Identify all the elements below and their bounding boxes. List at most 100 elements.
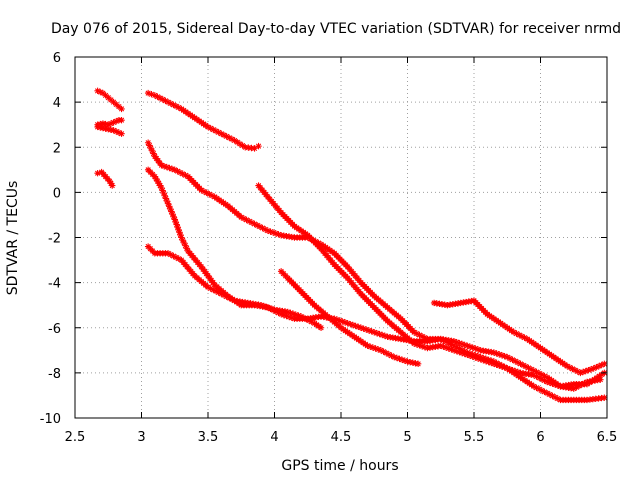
- data-point: [215, 289, 222, 296]
- data-point: [514, 359, 522, 366]
- data-point: [284, 308, 291, 316]
- data-point: [317, 324, 325, 331]
- data-point: [159, 96, 166, 103]
- data-point: [595, 362, 603, 370]
- data-point: [94, 123, 101, 131]
- x-tick-label: 4: [270, 430, 278, 445]
- data-point: [525, 364, 532, 372]
- data-point: [200, 188, 208, 195]
- data-point: [154, 177, 161, 185]
- data-point: [182, 172, 189, 179]
- data-point: [255, 142, 262, 150]
- data-point: [364, 342, 371, 349]
- data-point: [169, 210, 176, 218]
- data-point: [416, 331, 423, 339]
- data-point: [566, 364, 573, 371]
- data-point: [501, 352, 508, 360]
- data-point: [490, 349, 498, 356]
- data-point: [450, 347, 458, 354]
- data-point: [115, 103, 123, 110]
- data-point: [509, 366, 516, 374]
- data-point: [464, 351, 471, 359]
- y-tick-label: -4: [48, 277, 61, 292]
- series-arc-3: [94, 123, 125, 137]
- data-point: [453, 338, 460, 346]
- data-point: [512, 367, 519, 375]
- data-point: [530, 383, 538, 390]
- data-point: [601, 394, 608, 401]
- series-arc-1: [94, 87, 125, 113]
- data-point: [355, 323, 362, 331]
- data-point: [583, 380, 591, 388]
- data-point: [228, 296, 236, 303]
- data-point: [170, 101, 177, 109]
- data-point: [159, 187, 166, 194]
- data-point: [469, 344, 476, 351]
- data-point: [440, 337, 447, 344]
- data-point: [287, 309, 294, 317]
- data-point: [236, 140, 244, 148]
- data-point: [210, 126, 217, 133]
- data-point: [308, 318, 315, 326]
- data-point: [543, 389, 551, 397]
- x-tick-label: 5.5: [464, 430, 485, 445]
- data-point: [175, 255, 182, 262]
- data-point: [512, 357, 519, 365]
- data-point: [113, 101, 120, 108]
- data-point: [280, 311, 288, 319]
- data-point: [94, 87, 101, 95]
- data-point: [527, 366, 535, 373]
- data-point: [352, 322, 359, 330]
- data-point: [577, 369, 584, 377]
- data-marks: [94, 87, 608, 404]
- data-point: [94, 169, 101, 177]
- data-point: [504, 365, 511, 372]
- data-point: [144, 89, 152, 97]
- y-axis-title: SDTVAR / TECUs: [5, 181, 21, 296]
- data-point: [518, 333, 526, 340]
- data-point: [380, 348, 387, 355]
- data-point: [172, 218, 179, 226]
- data-point: [546, 379, 554, 387]
- data-point: [504, 353, 511, 361]
- data-point: [466, 343, 474, 350]
- data-point: [448, 341, 455, 348]
- data-point: [522, 363, 530, 370]
- data-point: [586, 379, 593, 386]
- series-arc-5: [144, 89, 262, 152]
- data-point: [207, 285, 214, 292]
- data-point: [300, 314, 307, 322]
- series-arc-6: [144, 139, 604, 392]
- x-tick-label: 2.5: [65, 430, 86, 445]
- data-point: [442, 338, 450, 345]
- data-point: [243, 216, 250, 224]
- data-point: [510, 329, 518, 336]
- data-point: [285, 313, 293, 321]
- data-point: [226, 294, 233, 302]
- data-point: [368, 328, 375, 335]
- data-point: [174, 167, 181, 175]
- data-point: [212, 287, 220, 295]
- data-point: [160, 163, 168, 170]
- data-point: [488, 359, 495, 367]
- data-point: [410, 340, 418, 347]
- data-point: [207, 125, 214, 132]
- data-point: [167, 205, 174, 213]
- data-point: [474, 346, 482, 353]
- data-point: [466, 352, 474, 359]
- data-point: [541, 388, 548, 396]
- data-point: [144, 139, 152, 146]
- data-point: [501, 364, 508, 371]
- data-point: [203, 189, 210, 197]
- data-point: [218, 130, 225, 137]
- data-point: [118, 116, 125, 124]
- data-point: [107, 120, 115, 127]
- data-point: [538, 387, 546, 394]
- data-point: [579, 368, 587, 376]
- data-point: [461, 350, 468, 358]
- data-point: [109, 182, 116, 189]
- data-point: [167, 251, 174, 258]
- data-point: [106, 177, 113, 185]
- data-point: [379, 331, 386, 339]
- data-point: [590, 365, 597, 372]
